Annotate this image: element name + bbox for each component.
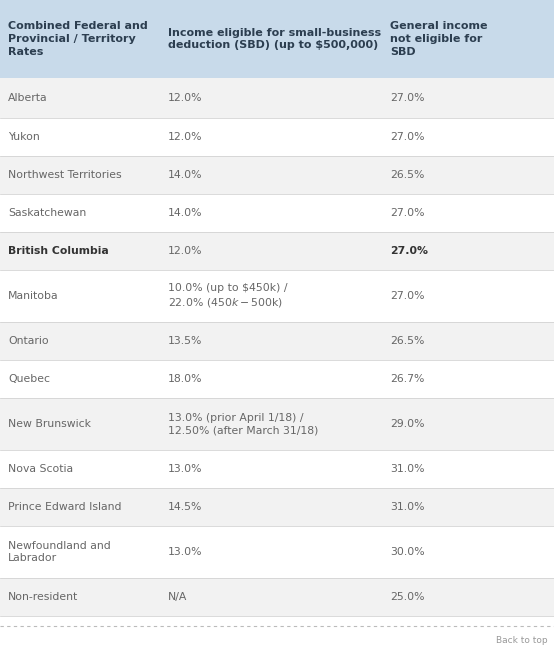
Text: 12.0%: 12.0% [168,132,203,142]
Bar [0,194,554,232]
Bar [0,0,554,78]
Text: Northwest Territories: Northwest Territories [8,170,122,180]
Text: Saskatchewan: Saskatchewan [8,208,86,218]
Bar [0,488,554,526]
Bar [0,398,554,450]
Text: Alberta: Alberta [8,93,48,103]
Text: Manitoba: Manitoba [8,291,59,301]
Text: Ontario: Ontario [8,336,49,346]
Text: Newfoundland and
Labrador: Newfoundland and Labrador [8,540,111,563]
Text: 14.5%: 14.5% [168,502,202,512]
Text: Prince Edward Island: Prince Edward Island [8,502,121,512]
Text: Nova Scotia: Nova Scotia [8,464,73,474]
Text: 26.5%: 26.5% [390,170,424,180]
Text: 27.0%: 27.0% [390,246,428,256]
Bar [0,156,554,194]
Text: 18.0%: 18.0% [168,374,203,384]
Text: 27.0%: 27.0% [390,93,424,103]
Text: 31.0%: 31.0% [390,464,424,474]
Text: Income eligible for small-business
deduction (SBD) (up to $500,000): Income eligible for small-business deduc… [168,28,381,51]
Bar [0,118,554,156]
Text: 10.0% (up to $450k) /
22.0% ($450k-$500k): 10.0% (up to $450k) / 22.0% ($450k-$500k… [168,283,288,309]
Text: General income
not eligible for
SBD: General income not eligible for SBD [390,21,488,57]
Text: Non-resident: Non-resident [8,592,78,602]
Text: 14.0%: 14.0% [168,208,203,218]
Text: 14.0%: 14.0% [168,170,203,180]
Bar [0,450,554,488]
Text: 27.0%: 27.0% [390,208,424,218]
Text: 27.0%: 27.0% [390,132,424,142]
Text: 26.7%: 26.7% [390,374,424,384]
Bar [0,578,554,616]
Bar [0,360,554,398]
Bar [0,270,554,322]
Text: 31.0%: 31.0% [390,502,424,512]
Bar [0,78,554,118]
Text: 30.0%: 30.0% [390,547,424,557]
Text: 13.0%: 13.0% [168,547,203,557]
Bar [0,232,554,270]
Text: 13.0% (prior April 1/18) /
12.50% (after March 31/18): 13.0% (prior April 1/18) / 12.50% (after… [168,413,319,435]
Bar [0,526,554,578]
Text: Back to top: Back to top [496,636,548,645]
Text: 12.0%: 12.0% [168,246,203,256]
Text: British Columbia: British Columbia [8,246,109,256]
Text: Quebec: Quebec [8,374,50,384]
Text: Yukon: Yukon [8,132,40,142]
Text: New Brunswick: New Brunswick [8,419,91,429]
Text: 12.0%: 12.0% [168,93,203,103]
Text: Combined Federal and
Provincial / Territory
Rates: Combined Federal and Provincial / Territ… [8,21,148,57]
Text: 13.0%: 13.0% [168,464,203,474]
Text: 26.5%: 26.5% [390,336,424,346]
Text: N/A: N/A [168,592,187,602]
Text: 13.5%: 13.5% [168,336,202,346]
Bar [0,322,554,360]
Text: 29.0%: 29.0% [390,419,424,429]
Text: 25.0%: 25.0% [390,592,424,602]
Text: 27.0%: 27.0% [390,291,424,301]
